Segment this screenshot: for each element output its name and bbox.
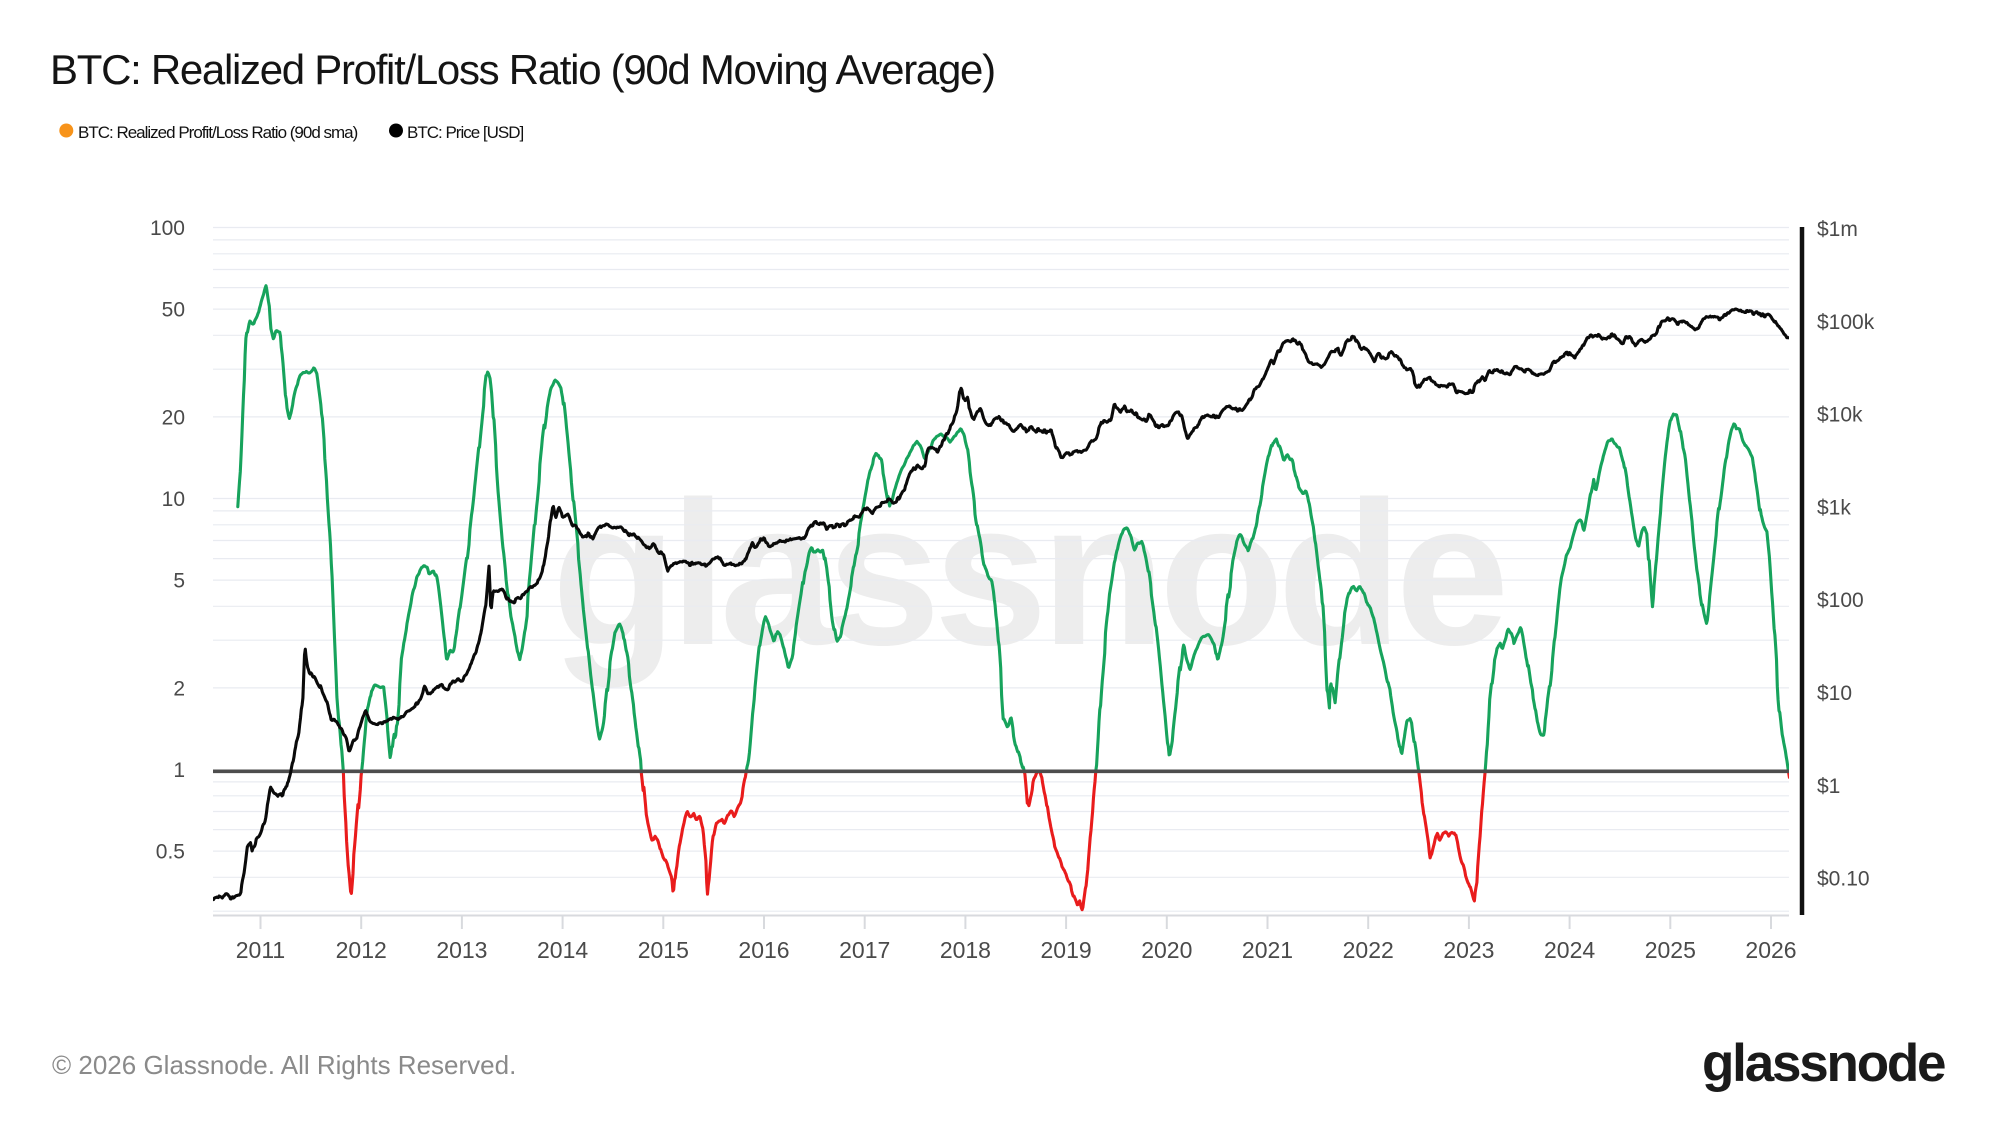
svg-text:© 2026 Glassnode. All Rights R: © 2026 Glassnode. All Rights Reserved.	[52, 1050, 516, 1080]
svg-text:2: 2	[173, 677, 185, 700]
svg-text:BTC: Price [USD]: BTC: Price [USD]	[407, 123, 524, 142]
svg-text:2024: 2024	[1544, 937, 1595, 963]
svg-text:$10k: $10k	[1817, 404, 1863, 427]
svg-text:BTC: Realized Profit/Loss Rati: BTC: Realized Profit/Loss Ratio (90d sma…	[78, 123, 358, 142]
svg-text:BTC: Realized Profit/Loss Rati: BTC: Realized Profit/Loss Ratio (90d Mov…	[50, 46, 995, 93]
svg-text:$1k: $1k	[1817, 496, 1851, 519]
svg-text:5: 5	[173, 570, 185, 593]
svg-text:$1: $1	[1817, 775, 1840, 798]
svg-text:2013: 2013	[436, 937, 487, 963]
svg-text:2023: 2023	[1443, 937, 1494, 963]
svg-text:2017: 2017	[839, 937, 890, 963]
svg-text:glassnode: glassnode	[1702, 1034, 1945, 1093]
svg-text:50: 50	[162, 299, 185, 322]
svg-text:$0.10: $0.10	[1817, 868, 1870, 891]
svg-text:2021: 2021	[1242, 937, 1293, 963]
svg-text:2025: 2025	[1645, 937, 1696, 963]
svg-text:2026: 2026	[1745, 937, 1796, 963]
svg-text:20: 20	[162, 406, 185, 429]
svg-text:2018: 2018	[940, 937, 991, 963]
svg-text:2015: 2015	[638, 937, 689, 963]
svg-text:2011: 2011	[236, 937, 285, 963]
svg-text:glassnode: glassnode	[552, 459, 1503, 688]
svg-text:2016: 2016	[738, 937, 789, 963]
svg-text:$100: $100	[1817, 589, 1864, 612]
svg-text:10: 10	[162, 488, 185, 511]
svg-text:$1m: $1m	[1817, 218, 1858, 241]
svg-text:2014: 2014	[537, 937, 588, 963]
svg-text:2019: 2019	[1041, 937, 1092, 963]
svg-text:$100k: $100k	[1817, 311, 1875, 334]
svg-text:2022: 2022	[1343, 937, 1394, 963]
svg-text:1: 1	[173, 759, 185, 782]
svg-text:2020: 2020	[1141, 937, 1192, 963]
svg-text:$10: $10	[1817, 682, 1852, 705]
svg-text:2012: 2012	[336, 937, 387, 963]
svg-text:0.5: 0.5	[156, 841, 185, 864]
svg-text:100: 100	[150, 217, 185, 240]
